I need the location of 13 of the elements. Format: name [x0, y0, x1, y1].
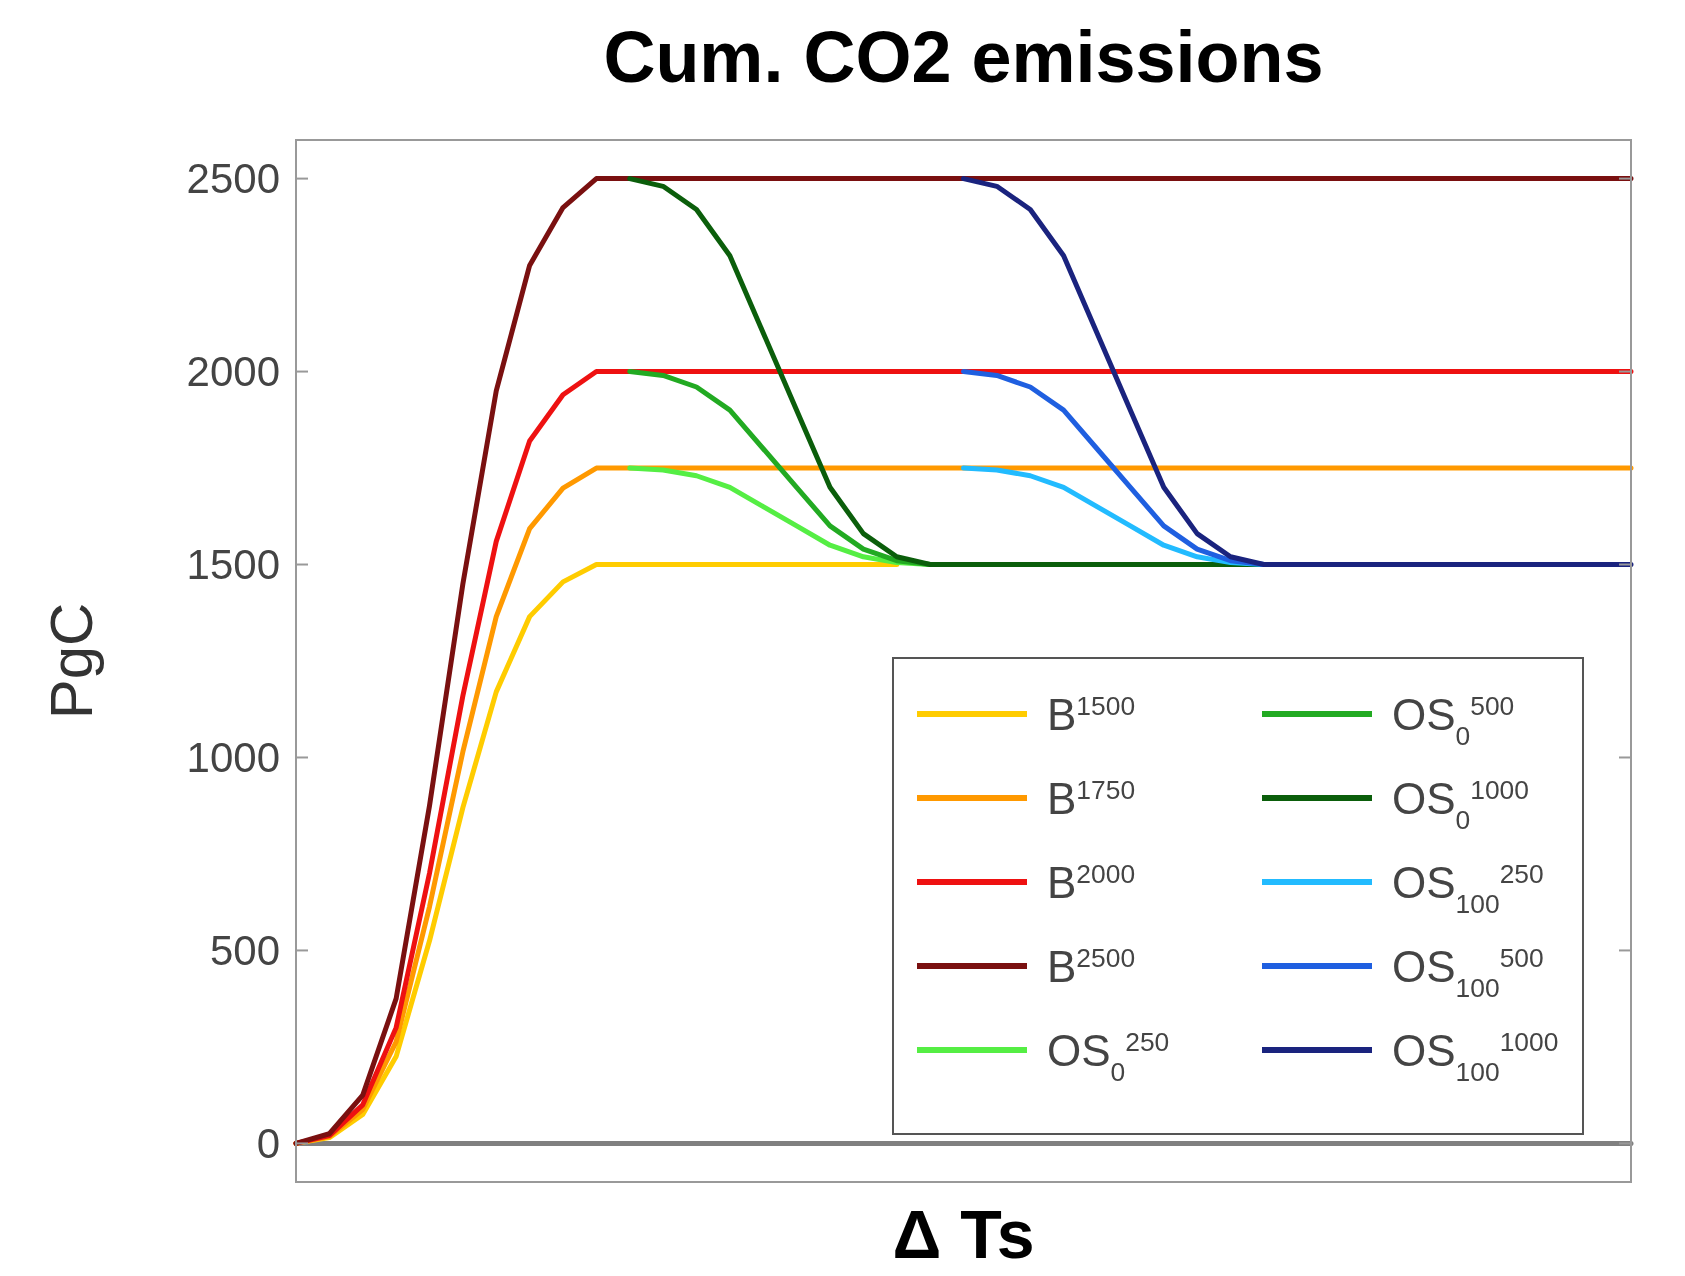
chart-title: Cum. CO2 emissions — [603, 17, 1324, 97]
y-tick-label: 1000 — [186, 734, 280, 782]
legend-label: B$^{2500}$ — [1047, 942, 1136, 991]
y-tick-label: 2000 — [186, 348, 280, 396]
legend-label: B$^{2000}$ — [1047, 858, 1136, 907]
y-tick-label: 2500 — [186, 155, 280, 203]
y-tick-label: 500 — [209, 927, 280, 975]
y-axis-title: PgC — [38, 602, 105, 720]
legend-label: B$^{1500}$ — [1047, 690, 1136, 739]
y-tick-label: 0 — [256, 1120, 280, 1168]
x-axis-title: Δ Ts — [892, 1196, 1035, 1272]
y-tick-label: 1500 — [186, 541, 280, 589]
legend-label: B$^{1750}$ — [1047, 774, 1136, 823]
